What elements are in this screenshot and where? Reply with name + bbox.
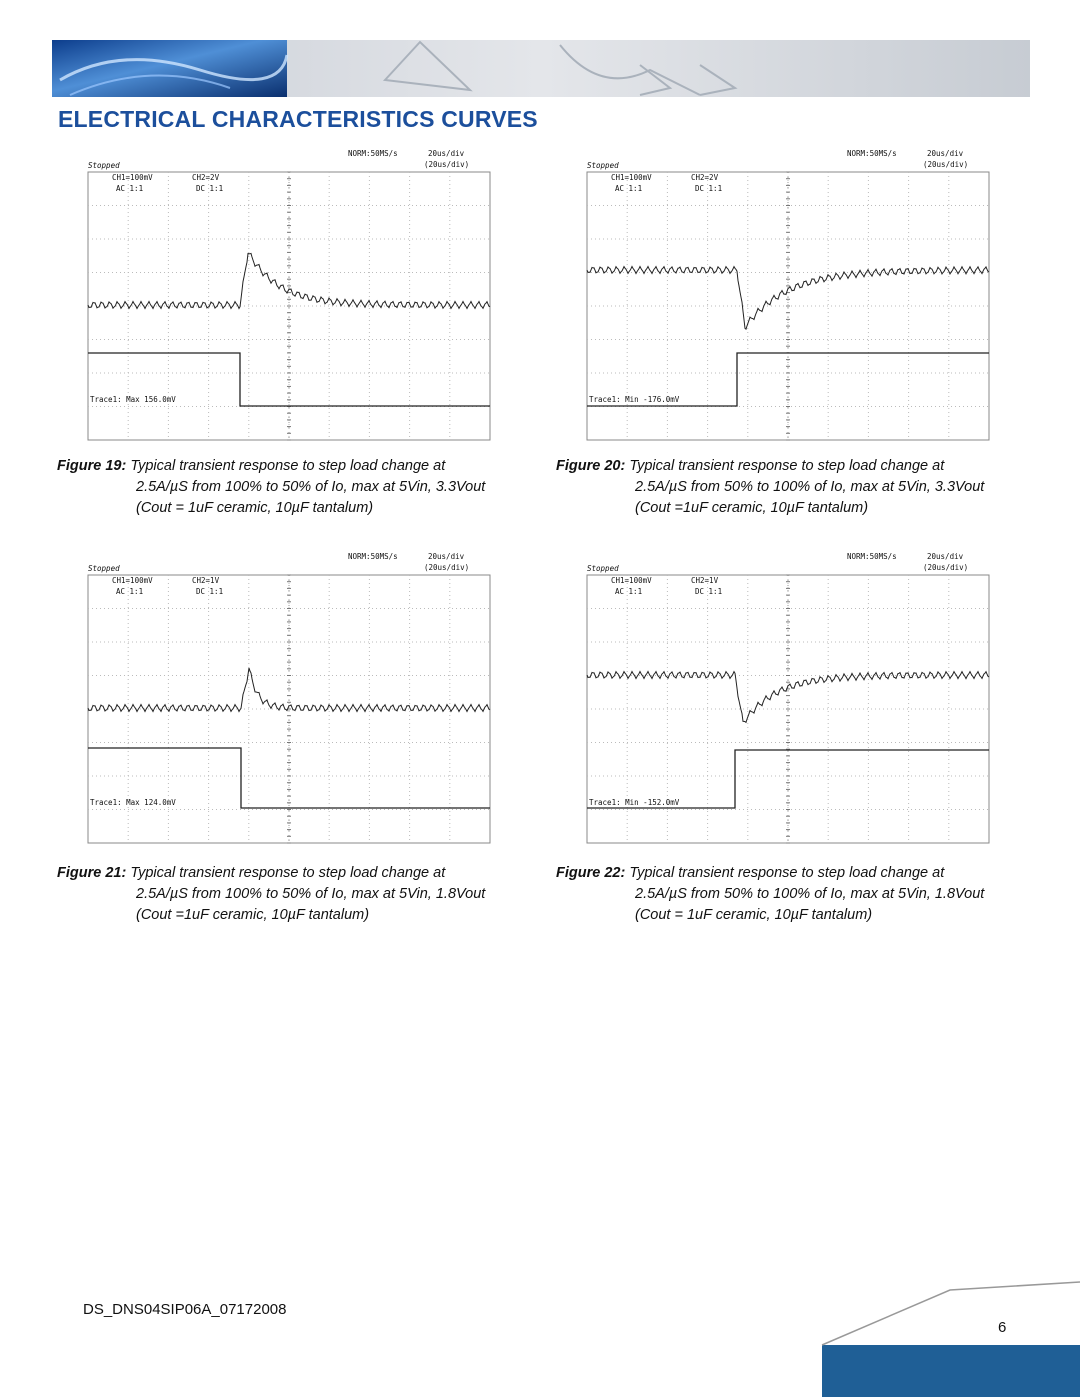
document-id: DS_DNS04SIP06A_07172008: [83, 1301, 287, 1318]
scope-channel: CH2=2V: [192, 173, 220, 182]
ch1-waveform: [586, 670, 990, 724]
scope-status: Stopped: [587, 161, 619, 170]
scope-rate: NORM:50MS/s: [847, 552, 897, 561]
ch1-waveform: [586, 265, 990, 331]
scope-status: Stopped: [587, 564, 619, 573]
scope-status: Stopped: [88, 564, 120, 573]
scope-channel: CH2=1V: [192, 576, 220, 585]
figure-label: Figure 22:: [556, 865, 626, 881]
scope-channel: CH1=100mV: [112, 576, 153, 585]
header-banner: [52, 40, 1030, 97]
caption: Figure 22: Typical transient response to…: [556, 863, 1036, 926]
section-title: ELECTRICAL CHARACTERISTICS CURVES: [58, 106, 538, 132]
caption-line: Typical transient response to step load …: [130, 865, 446, 881]
scope-channel: DC 1:1: [695, 184, 722, 193]
scope-channel: DC 1:1: [196, 587, 223, 596]
scope-channel: CH1=100mV: [611, 576, 652, 585]
scope-rate: NORM:50MS/s: [847, 149, 897, 158]
scope-timebase: 20us/div: [428, 149, 465, 158]
caption: Figure 21: Typical transient response to…: [57, 863, 527, 926]
caption-line: 2.5A/µS from 100% to 50% of Io, max at 5…: [136, 479, 486, 495]
scope-channel: CH1=100mV: [611, 173, 652, 182]
scope-timebase: 20us/div: [927, 149, 964, 158]
scope-timebase: (20us/div): [923, 160, 968, 169]
oscilloscope-capture: NORM:50MS/s 20us/div (20us/div) Stopped CH1=…: [586, 552, 990, 844]
scope-rate: NORM:50MS/s: [348, 149, 398, 158]
scope-trace: Trace1: Min -152.0mV: [589, 798, 680, 807]
oscilloscope-capture: NORM:50MS/s 20us/div (20us/div) Stopped CH1=…: [586, 149, 990, 441]
caption: Figure 19: Typical transient response to…: [57, 456, 527, 519]
ch1-waveform: [87, 667, 491, 713]
caption-line: Typical transient response to step load …: [629, 865, 945, 881]
caption-line: 2.5A/µS from 100% to 50% of Io, max at 5…: [136, 886, 486, 902]
scope-trace: Trace1: Min -176.0mV: [589, 395, 680, 404]
scope-channel: CH2=2V: [691, 173, 719, 182]
ch2-waveform: [88, 747, 490, 809]
figure-label: Figure 20:: [556, 458, 626, 474]
ch2-waveform: [587, 749, 989, 809]
scope-timebase: (20us/div): [923, 563, 968, 572]
scope-rate: NORM:50MS/s: [348, 552, 398, 561]
ch2-waveform: [88, 352, 490, 407]
scope-timebase: 20us/div: [428, 552, 465, 561]
caption-line: Typical transient response to step load …: [629, 458, 945, 474]
scope-status: Stopped: [88, 161, 120, 170]
oscilloscope-capture: NORM:50MS/s 20us/div (20us/div) Stopped CH1=…: [87, 149, 491, 441]
caption: Figure 20: Typical transient response to…: [556, 456, 1036, 519]
caption-line: (Cout = 1uF ceramic, 10µF tantalum): [136, 500, 374, 516]
scope-trace: Trace1: Max 124.0mV: [90, 798, 176, 807]
scope-channel: AC 1:1: [615, 184, 642, 193]
caption-line: (Cout =1uF ceramic, 10µF tantalum): [136, 907, 370, 923]
footer-decoration: [821, 1281, 1080, 1397]
scope-channel: AC 1:1: [116, 587, 143, 596]
caption-line: (Cout =1uF ceramic, 10µF tantalum): [635, 500, 869, 516]
page-number: 6: [998, 1319, 1007, 1336]
scope-timebase: (20us/div): [424, 160, 469, 169]
caption-line: 2.5A/µS from 50% to 100% of Io, max at 5…: [635, 886, 985, 902]
scope-timebase: (20us/div): [424, 563, 469, 572]
figure-label: Figure 21:: [57, 865, 127, 881]
scope-channel: DC 1:1: [196, 184, 223, 193]
ch1-waveform: [87, 252, 491, 310]
scope-channel: AC 1:1: [615, 587, 642, 596]
ch2-waveform: [587, 352, 989, 407]
scope-channel: DC 1:1: [695, 587, 722, 596]
scope-channel: CH2=1V: [691, 576, 719, 585]
scope-timebase: 20us/div: [927, 552, 964, 561]
caption-line: (Cout = 1uF ceramic, 10µF tantalum): [635, 907, 873, 923]
scope-channel: CH1=100mV: [112, 173, 153, 182]
scope-channel: AC 1:1: [116, 184, 143, 193]
oscilloscope-capture: NORM:50MS/s 20us/div (20us/div) Stopped CH1=…: [87, 552, 491, 844]
figure-label: Figure 19:: [57, 458, 127, 474]
caption-line: Typical transient response to step load …: [130, 458, 446, 474]
scope-trace: Trace1: Max 156.0mV: [90, 395, 176, 404]
caption-line: 2.5A/µS from 50% to 100% of Io, max at 5…: [635, 479, 985, 495]
